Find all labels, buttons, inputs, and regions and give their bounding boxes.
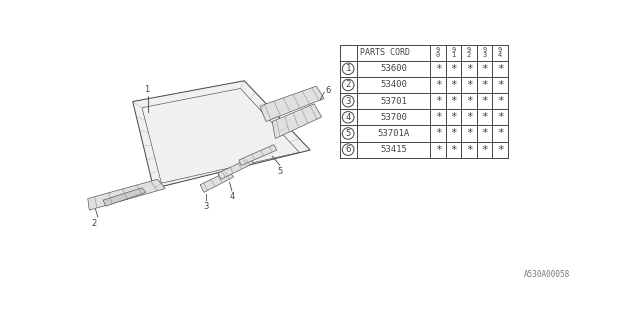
Text: *: * [435,80,442,90]
Text: *: * [435,129,442,139]
Text: 5: 5 [346,129,351,138]
Text: 4: 4 [229,192,234,201]
Text: 1: 1 [144,85,149,94]
Text: *: * [435,64,442,74]
Text: *: * [466,80,472,90]
Text: *: * [481,145,488,155]
Text: *: * [481,112,488,122]
Text: 6: 6 [326,86,331,95]
Text: *: * [435,96,442,106]
Polygon shape [272,104,322,139]
Text: 53701: 53701 [380,97,407,106]
Polygon shape [239,145,277,165]
Text: *: * [481,96,488,106]
Text: *: * [466,64,472,74]
Text: 9
3: 9 3 [483,47,486,58]
Text: *: * [497,64,504,74]
Text: 3: 3 [346,97,351,106]
Text: 6: 6 [346,145,351,154]
Text: *: * [497,96,504,106]
Text: *: * [481,80,488,90]
Text: 2: 2 [346,81,351,90]
Text: *: * [450,129,457,139]
Text: *: * [497,145,504,155]
Text: 3: 3 [204,202,209,211]
Text: *: * [481,129,488,139]
Text: 53415: 53415 [380,145,407,154]
Text: *: * [450,112,457,122]
Text: 53700: 53700 [380,113,407,122]
Text: 9
4: 9 4 [498,47,502,58]
Text: *: * [450,80,457,90]
Text: *: * [435,112,442,122]
Text: PARTS CORD: PARTS CORD [360,48,410,57]
Text: 4: 4 [346,113,351,122]
Text: *: * [497,129,504,139]
Text: *: * [450,96,457,106]
Polygon shape [218,158,253,179]
Text: *: * [497,80,504,90]
Text: *: * [466,145,472,155]
Text: *: * [497,112,504,122]
Text: 2: 2 [92,219,97,228]
Polygon shape [200,171,234,192]
Text: A530A00058: A530A00058 [524,270,570,279]
Text: 53701A: 53701A [378,129,410,138]
Text: *: * [466,112,472,122]
Polygon shape [132,81,310,188]
Polygon shape [103,188,146,206]
Text: 9
0: 9 0 [436,47,440,58]
Text: 53600: 53600 [380,64,407,73]
Text: *: * [450,64,457,74]
Text: *: * [466,96,472,106]
Text: 5: 5 [277,167,283,176]
Text: 9
1: 9 1 [451,47,456,58]
Text: *: * [466,129,472,139]
Text: 53400: 53400 [380,81,407,90]
Polygon shape [260,86,324,122]
Text: 9
2: 9 2 [467,47,471,58]
Text: *: * [450,145,457,155]
Text: 1: 1 [346,64,351,73]
Polygon shape [88,179,165,210]
Text: *: * [435,145,442,155]
Text: *: * [481,64,488,74]
